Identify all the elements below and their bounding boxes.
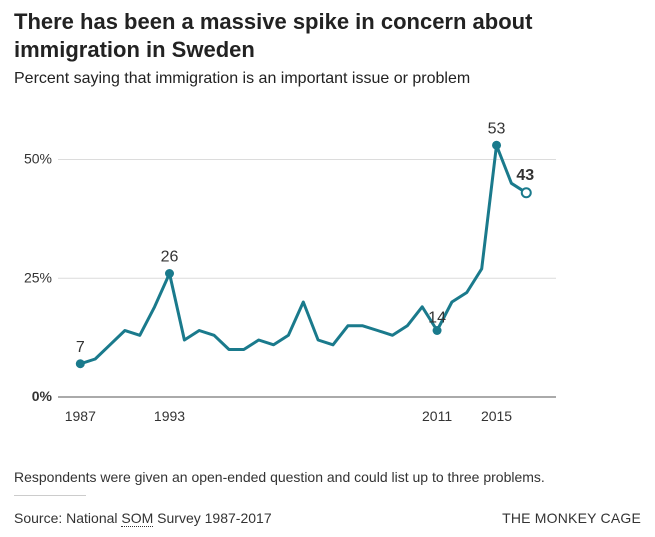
data-point-marker <box>164 269 174 278</box>
chart-title: There has been a massive spike in concer… <box>14 9 533 62</box>
brand-label: THE MONKEY CAGE <box>502 510 641 526</box>
series-line <box>78 143 528 366</box>
chart-subtitle: Percent saying that immigration is an im… <box>14 70 471 87</box>
source-abbreviation[interactable]: SOM <box>121 510 154 527</box>
source-prefix: Source: National <box>14 510 122 526</box>
footnote: Respondents were given an open-ended que… <box>14 469 545 485</box>
data-point-marker <box>492 140 502 150</box>
data-label: 53 <box>488 120 506 137</box>
footer-divider <box>14 495 86 496</box>
x-tick-label: 1993 <box>154 408 185 424</box>
data-label: 43 <box>516 167 534 184</box>
data-label: 7 <box>76 339 85 356</box>
y-tick-label: 50% <box>24 151 52 167</box>
x-tick-label: 1987 <box>65 408 96 424</box>
data-series <box>78 143 528 366</box>
x-axis-labels: 1987 1993 2011 2015 <box>65 408 513 424</box>
data-point-marker <box>520 187 532 199</box>
source-line: Source: National SOM Survey 1987-2017 <box>14 510 272 527</box>
x-tick-label: 2015 <box>481 408 512 424</box>
y-axis-labels: 0% 25% 50% <box>24 151 53 405</box>
data-label: 14 <box>428 310 446 327</box>
data-point-marker <box>432 326 442 335</box>
annotations: 7 26 14 53 43 <box>75 120 534 369</box>
x-tick-label: 2011 <box>422 408 452 424</box>
gridlines <box>58 159 556 398</box>
data-label: 26 <box>161 249 179 266</box>
line-chart: 0% 25% 50% 1987 1993 2011 2015 7 26 14 53 43 <box>24 120 556 424</box>
y-tick-label: 0% <box>32 388 53 404</box>
source-suffix: Survey 1987-2017 <box>153 510 272 526</box>
y-tick-label: 25% <box>24 269 52 285</box>
data-point-marker <box>75 359 85 369</box>
